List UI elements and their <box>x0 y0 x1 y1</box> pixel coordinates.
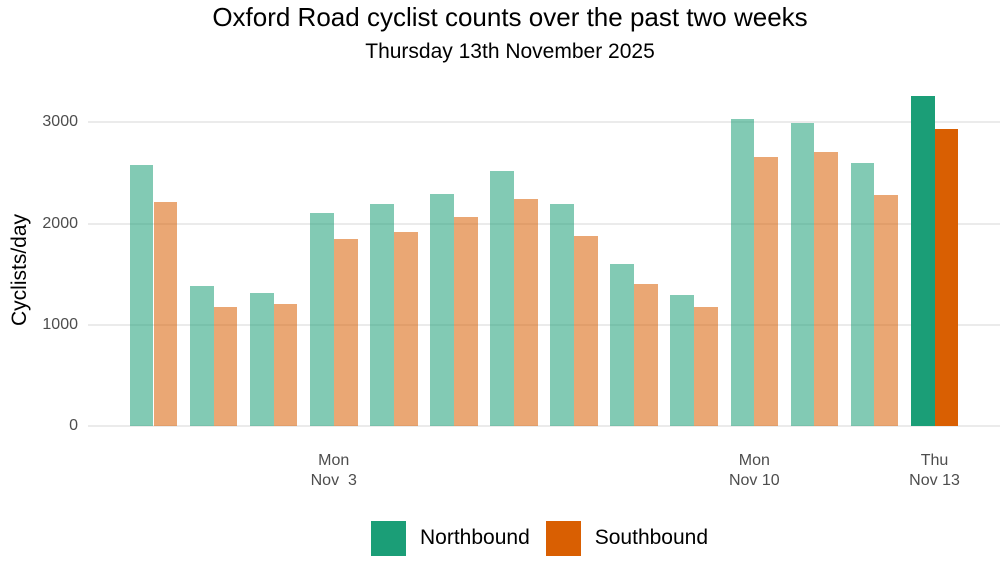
bar-northbound <box>550 204 575 426</box>
y-tick-label: 1000 <box>42 315 78 333</box>
bar-southbound <box>513 199 538 426</box>
legend-item-southbound: Southbound <box>545 520 709 556</box>
bar-northbound <box>129 164 154 426</box>
y-tick-label: 2000 <box>42 214 78 232</box>
gridline-0 <box>88 425 1000 427</box>
bar-southbound <box>634 284 658 426</box>
legend-item-northbound: Northbound <box>371 520 530 556</box>
x-tick-label: Mon Nov 10 <box>728 452 780 489</box>
bar-southbound <box>694 306 719 426</box>
bar-southbound <box>333 238 358 426</box>
bar-southbound <box>754 156 779 426</box>
gridline-2000 <box>88 222 1000 225</box>
bar-northbound <box>730 119 755 426</box>
y-tick-label: 0 <box>69 417 78 434</box>
bar-southbound <box>814 151 839 426</box>
bar-northbound <box>249 293 274 426</box>
bar-northbound <box>370 204 394 426</box>
bar-northbound <box>189 286 214 426</box>
bar-northbound <box>610 264 635 426</box>
chart-title: Oxford Road cyclist counts over the past… <box>212 2 808 32</box>
bar-northbound <box>670 295 695 426</box>
bar-northbound <box>850 162 875 426</box>
bar-southbound <box>574 235 598 426</box>
bar-southbound <box>934 129 959 426</box>
bar-southbound <box>213 306 238 426</box>
legend-label-southbound: Southbound <box>594 526 709 549</box>
bar-southbound <box>874 195 899 426</box>
x-tick-label: Mon Nov 3 <box>310 452 357 489</box>
bar-northbound <box>910 96 935 426</box>
gridline-1000 <box>88 323 1000 326</box>
bar-northbound <box>309 213 334 426</box>
y-tick-label: 3000 <box>42 113 78 131</box>
legend-swatch-southbound <box>545 520 581 556</box>
bar-southbound <box>393 231 418 426</box>
bar-northbound <box>430 194 454 426</box>
bar-northbound <box>790 123 815 426</box>
gridline-3000 <box>88 121 1000 124</box>
chart-subtitle: Thursday 13th November 2025 <box>365 40 655 63</box>
legend-swatch-northbound <box>371 520 406 556</box>
bar-southbound <box>453 216 478 426</box>
bar-southbound <box>273 303 298 426</box>
bar-northbound <box>490 170 514 426</box>
legend: Northbound Southbound <box>371 520 724 556</box>
x-tick-label: Thu Nov 13 <box>909 452 960 489</box>
bar-southbound <box>153 202 178 426</box>
legend-label-northbound: Northbound <box>420 526 530 549</box>
y-axis-label: Cyclists/day <box>8 213 31 327</box>
